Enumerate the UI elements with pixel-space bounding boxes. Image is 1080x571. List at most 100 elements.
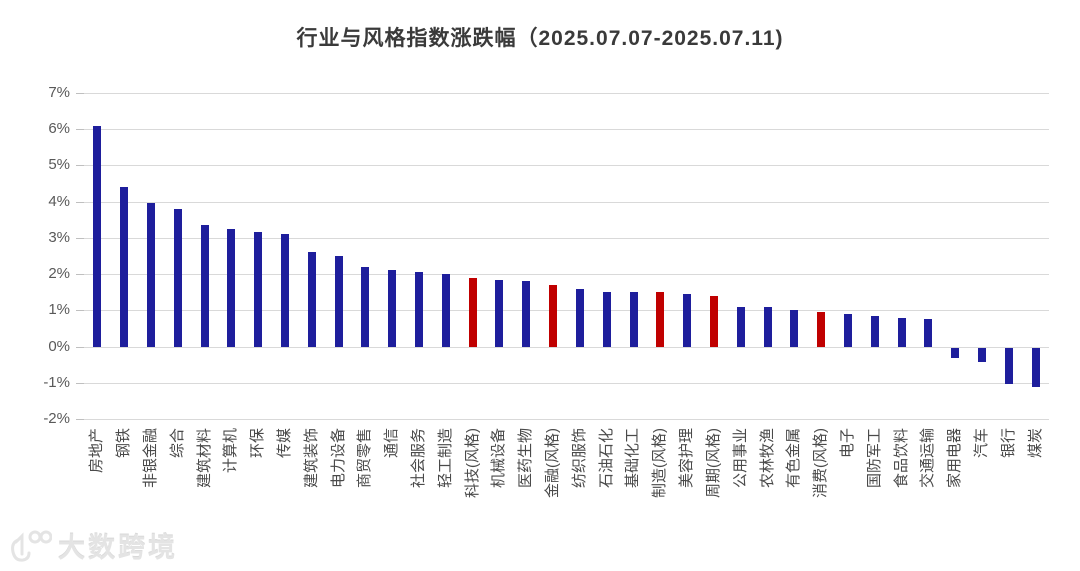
- bar-钢铁: [120, 187, 129, 347]
- bar-汽车: [977, 347, 986, 363]
- plot-area: [84, 93, 1049, 420]
- gridline: [84, 165, 1049, 167]
- x-axis-label-text: 钢铁: [115, 428, 133, 459]
- chart-title: 行业与风格指数涨跌幅（2025.07.07-2025.07.11): [296, 27, 784, 50]
- gridline: [84, 129, 1049, 131]
- x-axis-label: 环保: [249, 428, 267, 566]
- x-axis-label: 电子: [839, 428, 857, 566]
- gridline: [84, 201, 1049, 203]
- y-axis-label: 4%: [48, 192, 70, 210]
- x-axis-label: 计算机: [222, 428, 240, 566]
- bar-公用事业: [736, 306, 745, 347]
- y-axis-label: 6%: [48, 120, 70, 138]
- y-axis-label: 7%: [48, 84, 70, 101]
- y-axis-label: 0%: [48, 337, 70, 355]
- bar-国防军工: [870, 315, 879, 347]
- x-axis-label-text: 制造(风格): [651, 428, 669, 498]
- x-axis-label: 食品饮料: [893, 428, 911, 566]
- x-axis-label-text: 商贸零售: [356, 428, 374, 489]
- y-tick-mark: [76, 201, 84, 203]
- bar-建筑材料: [200, 225, 209, 347]
- x-axis-label-text: 纺织服饰: [570, 428, 588, 489]
- x-axis-label: 家用电器: [946, 428, 964, 566]
- x-axis-label: 美容护理: [678, 428, 696, 566]
- watermark: 大数跨境: [8, 526, 178, 565]
- x-axis-label: 机械设备: [490, 428, 508, 566]
- bar-纺织服饰: [575, 288, 584, 347]
- x-axis-label-text: 家用电器: [946, 428, 964, 489]
- bar-传媒: [281, 234, 290, 347]
- bar-电子: [843, 313, 852, 347]
- x-axis-label: 基础化工: [625, 428, 643, 566]
- x-axis-label: 科技(风格): [464, 428, 482, 566]
- x-axis-label-text: 美容护理: [678, 428, 696, 489]
- x-axis-label-text: 煤炭: [1026, 428, 1044, 459]
- x-axis-label: 消费(风格): [812, 428, 830, 566]
- bar-商贸零售: [361, 266, 370, 347]
- x-axis-label-text: 房地产: [88, 428, 106, 474]
- bar-计算机: [227, 228, 236, 347]
- x-axis-label: 农林牧渔: [759, 428, 777, 566]
- x-axis-label-text: 轻工制造: [436, 428, 454, 489]
- y-tick-mark: [76, 346, 84, 348]
- bar-家用电器: [951, 347, 960, 359]
- x-axis-label: 社会服务: [410, 428, 428, 566]
- watermark-text: 大数跨境: [58, 533, 178, 563]
- y-axis-label: 3%: [48, 228, 70, 246]
- x-axis-label: 建筑装饰: [303, 428, 321, 566]
- x-axis-label-text: 医药生物: [517, 428, 535, 489]
- y-tick-mark: [76, 419, 84, 420]
- x-axis-label-text: 机械设备: [490, 428, 508, 489]
- x-axis-label: 轻工制造: [437, 428, 455, 566]
- y-tick-mark: [76, 129, 84, 131]
- x-axis-label: 传媒: [276, 428, 294, 566]
- x-axis-label-text: 有色金属: [785, 428, 803, 489]
- y-tick-mark: [76, 274, 84, 276]
- x-axis-label-text: 建筑装饰: [302, 428, 320, 489]
- gridline: [84, 419, 1049, 420]
- x-axis-label: 金融(风格): [544, 428, 562, 566]
- x-axis-label: 公用事业: [732, 428, 750, 566]
- x-axis-label: 制造(风格): [651, 428, 669, 566]
- x-axis-label-text: 计算机: [222, 428, 240, 474]
- bar-交通运输: [924, 319, 933, 347]
- x-axis-label: 交通运输: [919, 428, 937, 566]
- bar-医药生物: [522, 281, 531, 347]
- x-axis-label-text: 社会服务: [410, 428, 428, 489]
- x-axis-label: 石油石化: [598, 428, 616, 566]
- bar-建筑装饰: [307, 252, 316, 347]
- x-axis-label-text: 基础化工: [624, 428, 642, 489]
- gridline: [84, 310, 1049, 312]
- bar-机械设备: [495, 279, 504, 347]
- y-tick-mark: [76, 237, 84, 239]
- bar-有色金属: [790, 310, 799, 347]
- x-axis-label-text: 环保: [249, 428, 267, 459]
- x-axis-label: 建筑材料: [196, 428, 214, 566]
- y-axis-label: 1%: [48, 301, 70, 319]
- y-axis-label: 5%: [48, 156, 70, 174]
- gridline: [84, 382, 1049, 384]
- bar-非银金融: [147, 203, 155, 347]
- bar-食品饮料: [897, 317, 906, 347]
- bar-电力设备: [334, 256, 343, 347]
- x-axis-label-text: 电子: [838, 428, 856, 459]
- x-axis-label-text: 国防军工: [865, 428, 883, 489]
- x-axis-label-text: 通信: [383, 428, 401, 459]
- x-axis-label-text: 非银金融: [142, 428, 159, 489]
- x-axis-label-text: 农林牧渔: [758, 428, 776, 489]
- watermark-logo-icon: [11, 530, 52, 562]
- x-axis-label: 有色金属: [785, 428, 803, 566]
- x-axis-label-text: 综合: [168, 428, 186, 459]
- x-axis-label: 周期(风格): [705, 428, 723, 566]
- y-tick-mark: [76, 382, 84, 384]
- x-axis-label-text: 科技(风格): [463, 428, 481, 498]
- bar-金融(风格): [549, 284, 558, 347]
- bar-社会服务: [415, 272, 424, 347]
- x-axis: 房地产 钢铁 非银金融 综合 建筑材料 计算机 环保 传媒 建筑装饰 电力设备 商贸零售 通信 社会服务…: [84, 428, 1049, 566]
- gridline: [84, 93, 1049, 94]
- x-axis-label-text: 汽车: [972, 428, 990, 459]
- x-axis-label-text: 食品饮料: [892, 428, 910, 489]
- bar-美容护理: [683, 294, 692, 347]
- x-axis-label-text: 银行: [999, 428, 1017, 459]
- gridline: [84, 237, 1049, 239]
